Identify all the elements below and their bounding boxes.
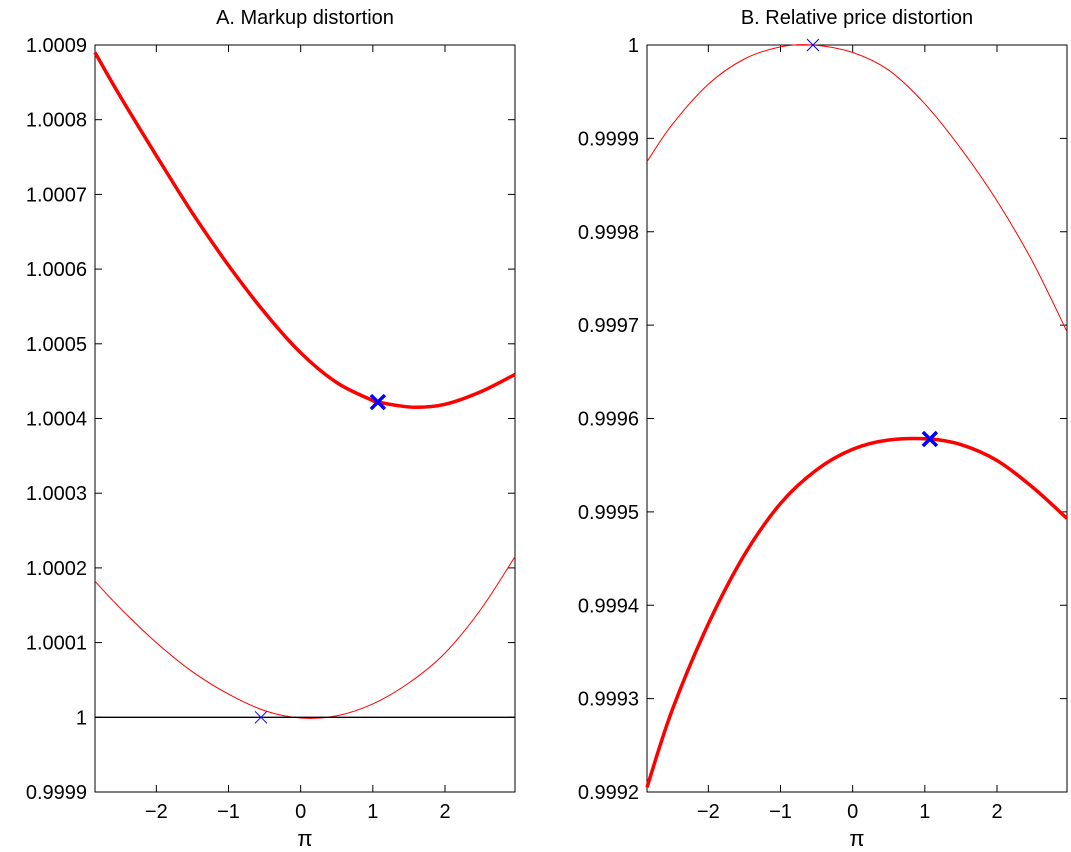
y-tick-label: 0.9999 xyxy=(26,782,87,804)
y-tick-label: 1.0002 xyxy=(26,558,87,580)
axis-ticks: −2 −1 0 1 2 0.9999 1 1.0001 1.0002 1.0003 1.0004 1.… xyxy=(26,35,515,823)
series-line-thick xyxy=(93,51,516,410)
x-marker-large xyxy=(369,393,387,411)
series-line-thin xyxy=(94,556,516,719)
marker-layer xyxy=(806,38,939,448)
series-layer xyxy=(93,51,516,719)
axis-ticks: −2 −1 0 1 2 0.9992 0.9993 0.9994 0.9995 0.9996 0.9… xyxy=(578,35,1067,823)
y-tick-label: 0.9994 xyxy=(578,595,639,617)
chart-title: A. Markup distortion xyxy=(216,7,394,29)
y-tick-label: 1.0005 xyxy=(26,334,87,356)
panel-relative-price-distortion: B. Relative price distortion π −2 −1 0 1 2 0.… xyxy=(578,7,1069,851)
x-tick-label: 2 xyxy=(439,801,450,823)
x-tick-label: −1 xyxy=(217,801,240,823)
x-marker-small xyxy=(806,38,820,52)
x-tick-label: 0 xyxy=(847,801,858,823)
y-tick-label: 1.0004 xyxy=(26,409,87,431)
x-tick-label: 2 xyxy=(991,801,1002,823)
x-tick-label: −1 xyxy=(769,801,792,823)
marker-layer xyxy=(254,393,387,724)
y-tick-label: 1.0003 xyxy=(26,483,87,505)
y-tick-label: 1.0009 xyxy=(26,35,87,57)
series-layer xyxy=(645,44,1069,788)
x-axis-label: π xyxy=(297,826,312,851)
y-tick-label: 0.9998 xyxy=(578,222,639,244)
y-tick-label: 0.9992 xyxy=(578,782,639,804)
x-tick-label: −2 xyxy=(145,801,168,823)
y-tick-label: 0.9995 xyxy=(578,502,639,524)
y-tick-label: 0.9999 xyxy=(578,128,639,150)
x-tick-label: 0 xyxy=(295,801,306,823)
chart-title: B. Relative price distortion xyxy=(741,7,973,29)
y-tick-label: 1 xyxy=(76,707,87,729)
series-line-thick xyxy=(645,436,1069,788)
x-tick-label: 1 xyxy=(919,801,930,823)
plot-area-frame xyxy=(646,44,1068,793)
y-tick-label: 0.9997 xyxy=(578,315,639,337)
x-marker-small xyxy=(254,710,268,724)
y-tick-label: 0.9996 xyxy=(578,409,639,431)
series-line-thin xyxy=(646,44,1068,332)
y-tick-label: 1 xyxy=(628,35,639,57)
x-marker-large xyxy=(921,430,939,448)
x-tick-label: 1 xyxy=(367,801,378,823)
y-tick-label: 1.0007 xyxy=(26,184,87,206)
y-tick-label: 1.0001 xyxy=(26,633,87,655)
y-tick-label: 0.9993 xyxy=(578,689,639,711)
y-tick-label: 1.0006 xyxy=(26,259,87,281)
panel-markup-distortion: A. Markup distortion π −2 −1 0 1 2 0.9999 1 1.0… xyxy=(26,7,516,851)
y-tick-label: 1.0008 xyxy=(26,110,87,132)
x-axis-label: π xyxy=(849,826,864,851)
x-tick-label: −2 xyxy=(697,801,720,823)
